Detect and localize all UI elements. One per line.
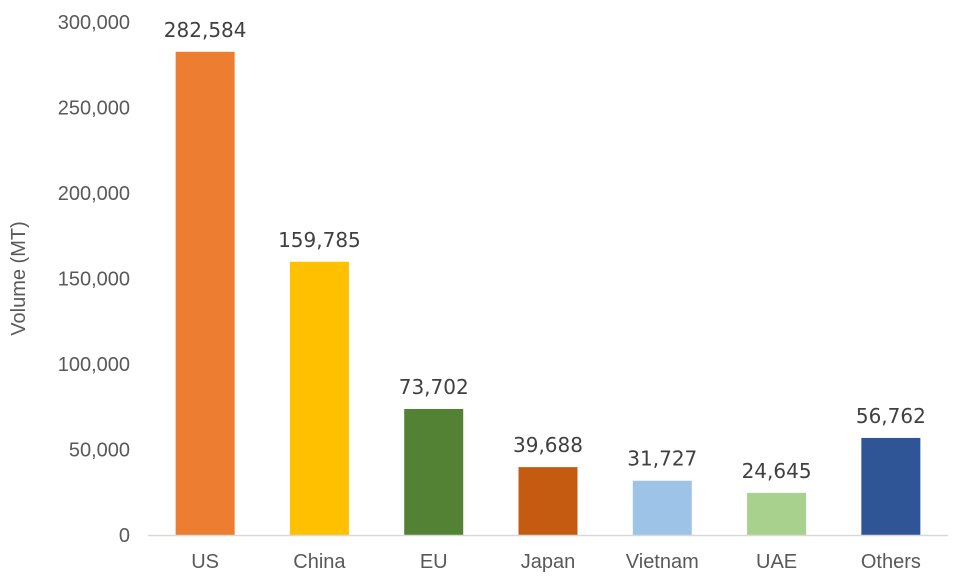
x-tick-label-vietnam: Vietnam: [626, 551, 699, 573]
data-label-eu: 73,702: [399, 375, 469, 399]
x-tick-label-us: US: [191, 551, 219, 573]
y-tick-label: 100,000: [58, 354, 130, 376]
data-label-japan: 39,688: [513, 433, 583, 457]
x-tick-label-japan: Japan: [521, 551, 576, 573]
x-tick-label-uae: UAE: [756, 551, 797, 573]
bar-eu: [404, 408, 464, 535]
x-axis-ticks: US China EU Japan Vietnam UAE Others: [191, 551, 921, 573]
bar-china: [289, 261, 349, 535]
data-label-us: 282,584: [164, 18, 247, 42]
y-axis-ticks: 0 50,000 100,000 150,000 200,000 250,000 300,0…: [58, 12, 130, 547]
bar-others: [861, 437, 921, 535]
bar-vietnam: [632, 480, 692, 535]
bar-japan: [518, 467, 578, 535]
y-tick-label: 250,000: [58, 98, 130, 120]
y-tick-label: 200,000: [58, 183, 130, 205]
data-label-others: 56,762: [856, 404, 926, 428]
y-tick-label: 0: [119, 525, 130, 547]
data-label-vietnam: 31,727: [627, 447, 697, 471]
data-label-uae: 24,645: [742, 459, 812, 483]
y-axis-title: Volume (MT): [8, 221, 30, 335]
bar-uae: [747, 492, 807, 535]
data-label-china: 159,785: [278, 228, 361, 252]
y-tick-label: 300,000: [58, 12, 130, 34]
data-labels: 282,584 159,785 73,702 39,688 31,727 24,645 56…: [164, 18, 926, 483]
x-tick-label-eu: EU: [420, 551, 448, 573]
x-tick-label-china: China: [293, 551, 346, 573]
bar-us: [175, 51, 235, 535]
x-tick-label-others: Others: [861, 551, 921, 573]
y-tick-label: 50,000: [69, 440, 130, 462]
bars: [175, 51, 921, 535]
y-tick-label: 150,000: [58, 269, 130, 291]
